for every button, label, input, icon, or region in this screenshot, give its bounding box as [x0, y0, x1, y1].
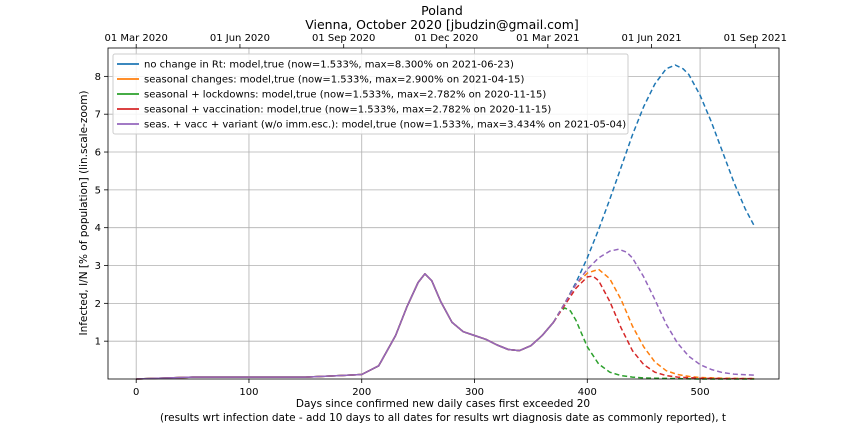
legend: no change in Rt: model,true (now=1.533%,…	[112, 53, 629, 135]
chart-title: Poland	[421, 3, 463, 18]
series-forecast-line-4	[552, 275, 755, 380]
series-forecast-line-1	[552, 64, 755, 323]
x-tick-label: 300	[465, 387, 484, 398]
y-tick-label: 7	[95, 110, 101, 121]
top-tick-label: 01 Dec 2020	[414, 33, 478, 44]
series-history-line-5	[136, 273, 555, 380]
top-axis-ticks: 01 Mar 2020 01 Jun 2020 01 Sep 2020 01 Dec …	[104, 33, 787, 48]
y-tick-label: 4	[95, 223, 101, 234]
legend-label-2: seasonal changes: model,true (now=1.533%…	[144, 75, 524, 86]
series-forecast-line-5	[552, 248, 755, 376]
x-tick-label: 500	[691, 387, 710, 398]
top-tick-label: 01 Jun 2020	[210, 33, 270, 44]
top-tick-label: 01 Sep 2021	[724, 33, 787, 44]
legend-label-1: no change in Rt: model,true (now=1.533%,…	[144, 60, 514, 71]
plot-frame	[107, 47, 780, 380]
x-axis-label: Days since confirmed new daily cases fir…	[296, 398, 590, 410]
top-tick-label: 01 Sep 2020	[312, 33, 375, 44]
chart-subtitle: Vienna, October 2020 [jbudzin@gmail.com]	[305, 17, 579, 32]
y-tick-label: 5	[95, 185, 101, 196]
legend-label-5: seas. + vacc + variant (w/o imm.esc.): m…	[144, 120, 626, 131]
top-tick-label: 01 Mar 2020	[104, 33, 167, 44]
y-axis-ticks: 1 2 3 4 5 6 7 8	[95, 72, 108, 348]
series-forecast-line-2	[552, 268, 755, 380]
top-tick-label: 01 Jun 2021	[621, 33, 681, 44]
series-group	[136, 64, 755, 380]
y-tick-label: 8	[95, 72, 101, 83]
y-tick-label: 3	[95, 261, 101, 272]
y-tick-label: 6	[95, 148, 101, 159]
x-axis-ticks: 0 100 200 300 400 500	[133, 379, 710, 398]
x-tick-label: 200	[352, 387, 371, 398]
x-tick-label: 0	[133, 387, 139, 398]
x-axis-label-line2: (results wrt infection date - add 10 day…	[160, 412, 726, 424]
legend-box	[112, 53, 629, 135]
y-axis-label: Infected, I/N [% of population] (lin.sca…	[78, 90, 90, 335]
legend-label-3: seasonal + lockdowns: model,true (now=1.…	[144, 90, 546, 101]
series-forecast-line-3	[552, 307, 755, 380]
y-tick-label: 1	[95, 337, 101, 348]
y-tick-label: 2	[95, 299, 101, 310]
x-tick-label: 100	[239, 387, 258, 398]
top-tick-label: 01 Mar 2021	[516, 33, 579, 44]
x-tick-label: 400	[578, 387, 597, 398]
legend-label-4: seasonal + vaccination: model,true (now=…	[144, 105, 551, 116]
